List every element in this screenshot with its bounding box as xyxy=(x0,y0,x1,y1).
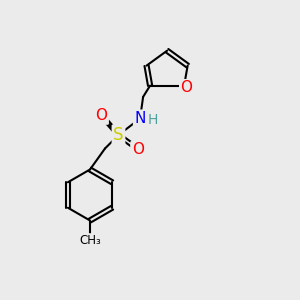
Text: O: O xyxy=(181,80,193,95)
Text: O: O xyxy=(95,108,107,123)
Text: N: N xyxy=(134,111,146,126)
Text: S: S xyxy=(113,126,124,144)
Text: CH₃: CH₃ xyxy=(79,234,101,248)
Text: O: O xyxy=(132,142,144,158)
Text: H: H xyxy=(148,113,158,127)
